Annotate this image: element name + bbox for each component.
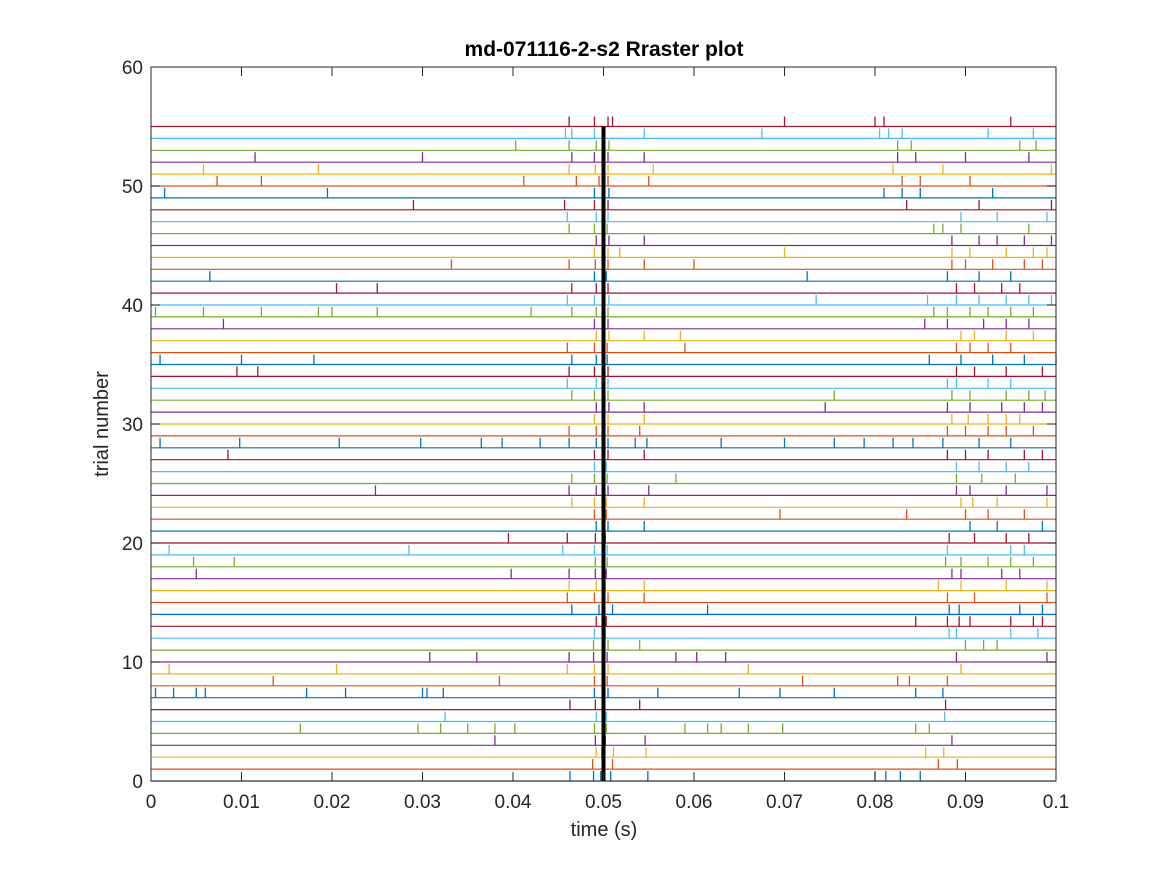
x-axis-label: time (s) [571, 819, 638, 841]
chart-title: md-071116-2-s2 Rraster plot [465, 38, 744, 61]
y-tick-label: 0 [132, 772, 143, 793]
x-axis-ticks: 0 0.01 0.02 0.03 0.04 0.05 0.06 0.07 0.08 0.09 0.1 [146, 67, 1069, 813]
y-tick-label: 30 [122, 415, 143, 436]
x-tick-label: 0.05 [585, 792, 622, 813]
x-tick-label: 0 [146, 792, 157, 813]
x-tick-label: 0.08 [857, 792, 894, 813]
y-tick-label: 60 [122, 58, 143, 79]
x-tick-label: 0.06 [676, 792, 713, 813]
y-tick-label: 20 [122, 534, 143, 555]
y-tick-label: 40 [122, 296, 143, 317]
x-tick-label: 0.09 [947, 792, 984, 813]
x-tick-label: 0.02 [314, 792, 351, 813]
y-tick-label: 50 [122, 177, 143, 198]
x-tick-label: 0.03 [404, 792, 441, 813]
y-tick-label: 10 [122, 653, 143, 674]
x-tick-label: 0.01 [223, 792, 260, 813]
spike-marks [154, 116, 1057, 781]
x-tick-label: 0.1 [1043, 792, 1069, 813]
x-tick-label: 0.04 [495, 792, 532, 813]
y-axis-ticks: 0 10 20 30 40 50 60 [122, 58, 1056, 793]
y-axis-label: trial number [91, 371, 113, 477]
x-tick-label: 0.07 [766, 792, 803, 813]
